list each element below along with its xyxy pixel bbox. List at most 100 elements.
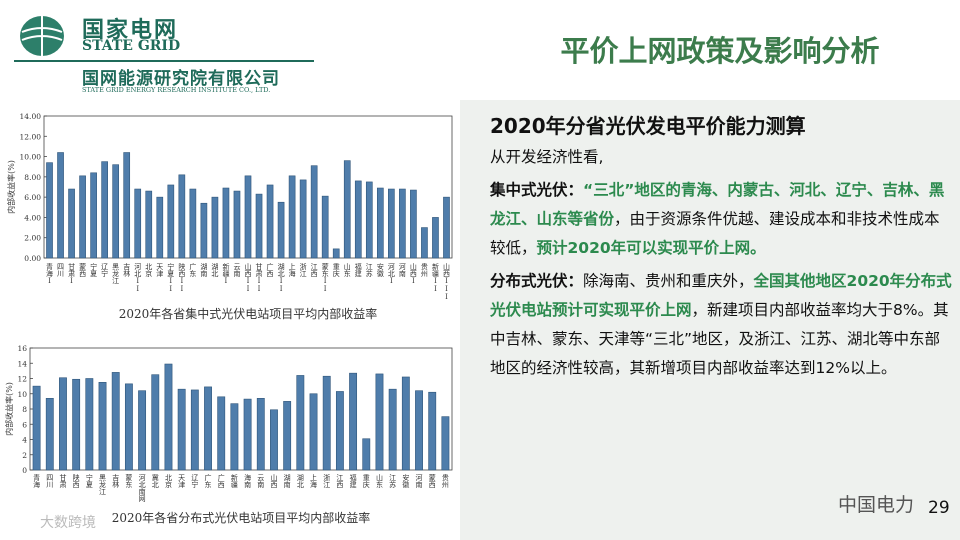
x-tick-label: 云南 (233, 263, 241, 277)
bar (79, 175, 86, 259)
x-tick-label: 北京 (164, 474, 172, 489)
y-tick-label: 14.00 (20, 112, 42, 121)
x-tick-label: 陕西 (72, 473, 80, 489)
x-tick-label: 蒙东 (125, 473, 133, 488)
text-segment: 预计2020年可以实现平价上网。 (536, 239, 766, 257)
bar (230, 403, 239, 471)
bar (145, 190, 153, 259)
bar (365, 181, 373, 259)
chart-title: 2020年各省集中式光伏电站项目平均内部收益率 (119, 306, 378, 321)
x-tick-label: 青海I (46, 262, 54, 285)
x-tick-label: 冀北 (151, 473, 159, 489)
y-tick-label: 2.00 (24, 234, 41, 243)
x-tick-label: 四川 (57, 263, 65, 277)
x-tick-label: 黑龙江 (99, 474, 107, 496)
x-tick-label: 河北南网 (138, 474, 146, 503)
y-tick-label: 4 (22, 436, 27, 445)
institute-name: 国网能源研究院有限公司 (82, 69, 280, 89)
bar (111, 372, 120, 471)
x-tick-label: 黑龙江 (112, 263, 120, 285)
y-axis-label: 内部收益率(%) (6, 160, 16, 214)
y-tick-label: 2 (22, 451, 27, 460)
x-tick-label: 安徽 (402, 473, 410, 489)
bar (98, 382, 107, 471)
y-tick-label: 10 (17, 390, 27, 399)
y-tick-label: 0.00 (24, 254, 41, 263)
x-tick-label: 上海 (310, 473, 318, 489)
text-segment: ，由于资源条件优越、建设成本和非技术性成本较低， (490, 210, 940, 257)
bar (101, 161, 108, 259)
bar (332, 248, 340, 259)
x-tick-label: 山东 (343, 262, 351, 277)
bar (401, 376, 410, 471)
bar (256, 398, 265, 471)
y-axis-label: 内部收益率(%) (4, 382, 14, 436)
x-tick-label: 安徽 (376, 262, 384, 278)
bar (428, 391, 437, 471)
x-tick-label: 辽宁 (191, 474, 199, 488)
text-segment: “三北”地区的青海、内蒙古、河北、辽宁、吉林、黑龙江、山东等省份 (490, 181, 945, 228)
x-tick-label: 甘肃I (68, 262, 76, 285)
x-tick-label: 河北II (134, 263, 142, 293)
x-tick-label: 广东 (189, 262, 197, 277)
x-tick-label: 浙江 (323, 473, 331, 489)
bar (343, 160, 351, 259)
x-tick-label: 蒙西 (79, 262, 87, 278)
x-tick-label: 宁夏 (85, 473, 93, 488)
institute-name: STATE GRID ENERGY RESEARCH INSTITUTE CO.… (82, 86, 271, 94)
x-tick-label: 甘肃 (59, 473, 67, 489)
bar (299, 179, 307, 259)
bar (349, 372, 358, 471)
bar (222, 187, 230, 259)
y-tick-label: 10.00 (20, 153, 42, 162)
bar (138, 390, 147, 471)
charts: 0.00 2.00 4.00 6.00 8.00 10.00 12.00 14.00 内部收益率… (4, 112, 453, 525)
x-tick-label: 河南 (415, 474, 423, 488)
divider (14, 60, 314, 62)
x-tick-label: 陕西II (178, 262, 186, 293)
bar (296, 375, 305, 471)
panel-text: 2020年分省光伏发电平价能力测算 从开发经济性看, 集中式光伏：“三北”地区的… (490, 112, 952, 387)
x-tick-label: 青海 (33, 473, 41, 489)
bar (190, 389, 199, 471)
bar (32, 385, 41, 471)
y-tick-label: 6.00 (24, 193, 41, 202)
x-tick-label: 海南 (244, 473, 252, 488)
y-tick-label: 8.00 (24, 173, 41, 182)
bar (233, 190, 241, 259)
x-tick-label: 宁夏 (90, 262, 98, 277)
panel-heading: 2020年分省光伏发电平价能力测算 (490, 114, 806, 138)
x-tick-label: 湖南 (283, 473, 291, 488)
bar (270, 409, 278, 471)
x-tick-label: 甘肃II (255, 262, 263, 293)
x-tick-label: 福建 (354, 262, 362, 278)
bar (134, 188, 142, 259)
bar (255, 193, 263, 259)
bar (217, 396, 226, 471)
x-tick-label: 山西I (409, 262, 417, 285)
bar (288, 175, 296, 259)
bar (277, 201, 285, 259)
y-tick-label: 12.00 (20, 132, 42, 141)
x-tick-label: 江苏 (389, 474, 397, 489)
bar (156, 196, 164, 259)
text-segment: 集中式光伏： (490, 181, 584, 199)
chart-title: 2020年各省分布式光伏电站项目平均内部收益率 (112, 510, 371, 525)
bar (124, 383, 133, 471)
x-tick-label: 蒙西 (428, 473, 436, 489)
x-tick-label: 山东 (375, 473, 383, 488)
bar (177, 388, 186, 471)
x-tick-label: 山西II (244, 262, 252, 293)
logo-text: 国家电网 (82, 18, 179, 43)
bar (415, 390, 423, 471)
x-tick-label: 重庆 (362, 474, 370, 489)
x-tick-label: 河北I (387, 263, 395, 285)
bar (200, 202, 208, 259)
bar (151, 374, 160, 471)
bar (243, 398, 252, 471)
bar (375, 373, 384, 471)
x-tick-label: 吉林 (123, 263, 131, 278)
bar (167, 184, 175, 259)
x-tick-label: 天津 (178, 474, 186, 489)
bar (421, 227, 428, 259)
